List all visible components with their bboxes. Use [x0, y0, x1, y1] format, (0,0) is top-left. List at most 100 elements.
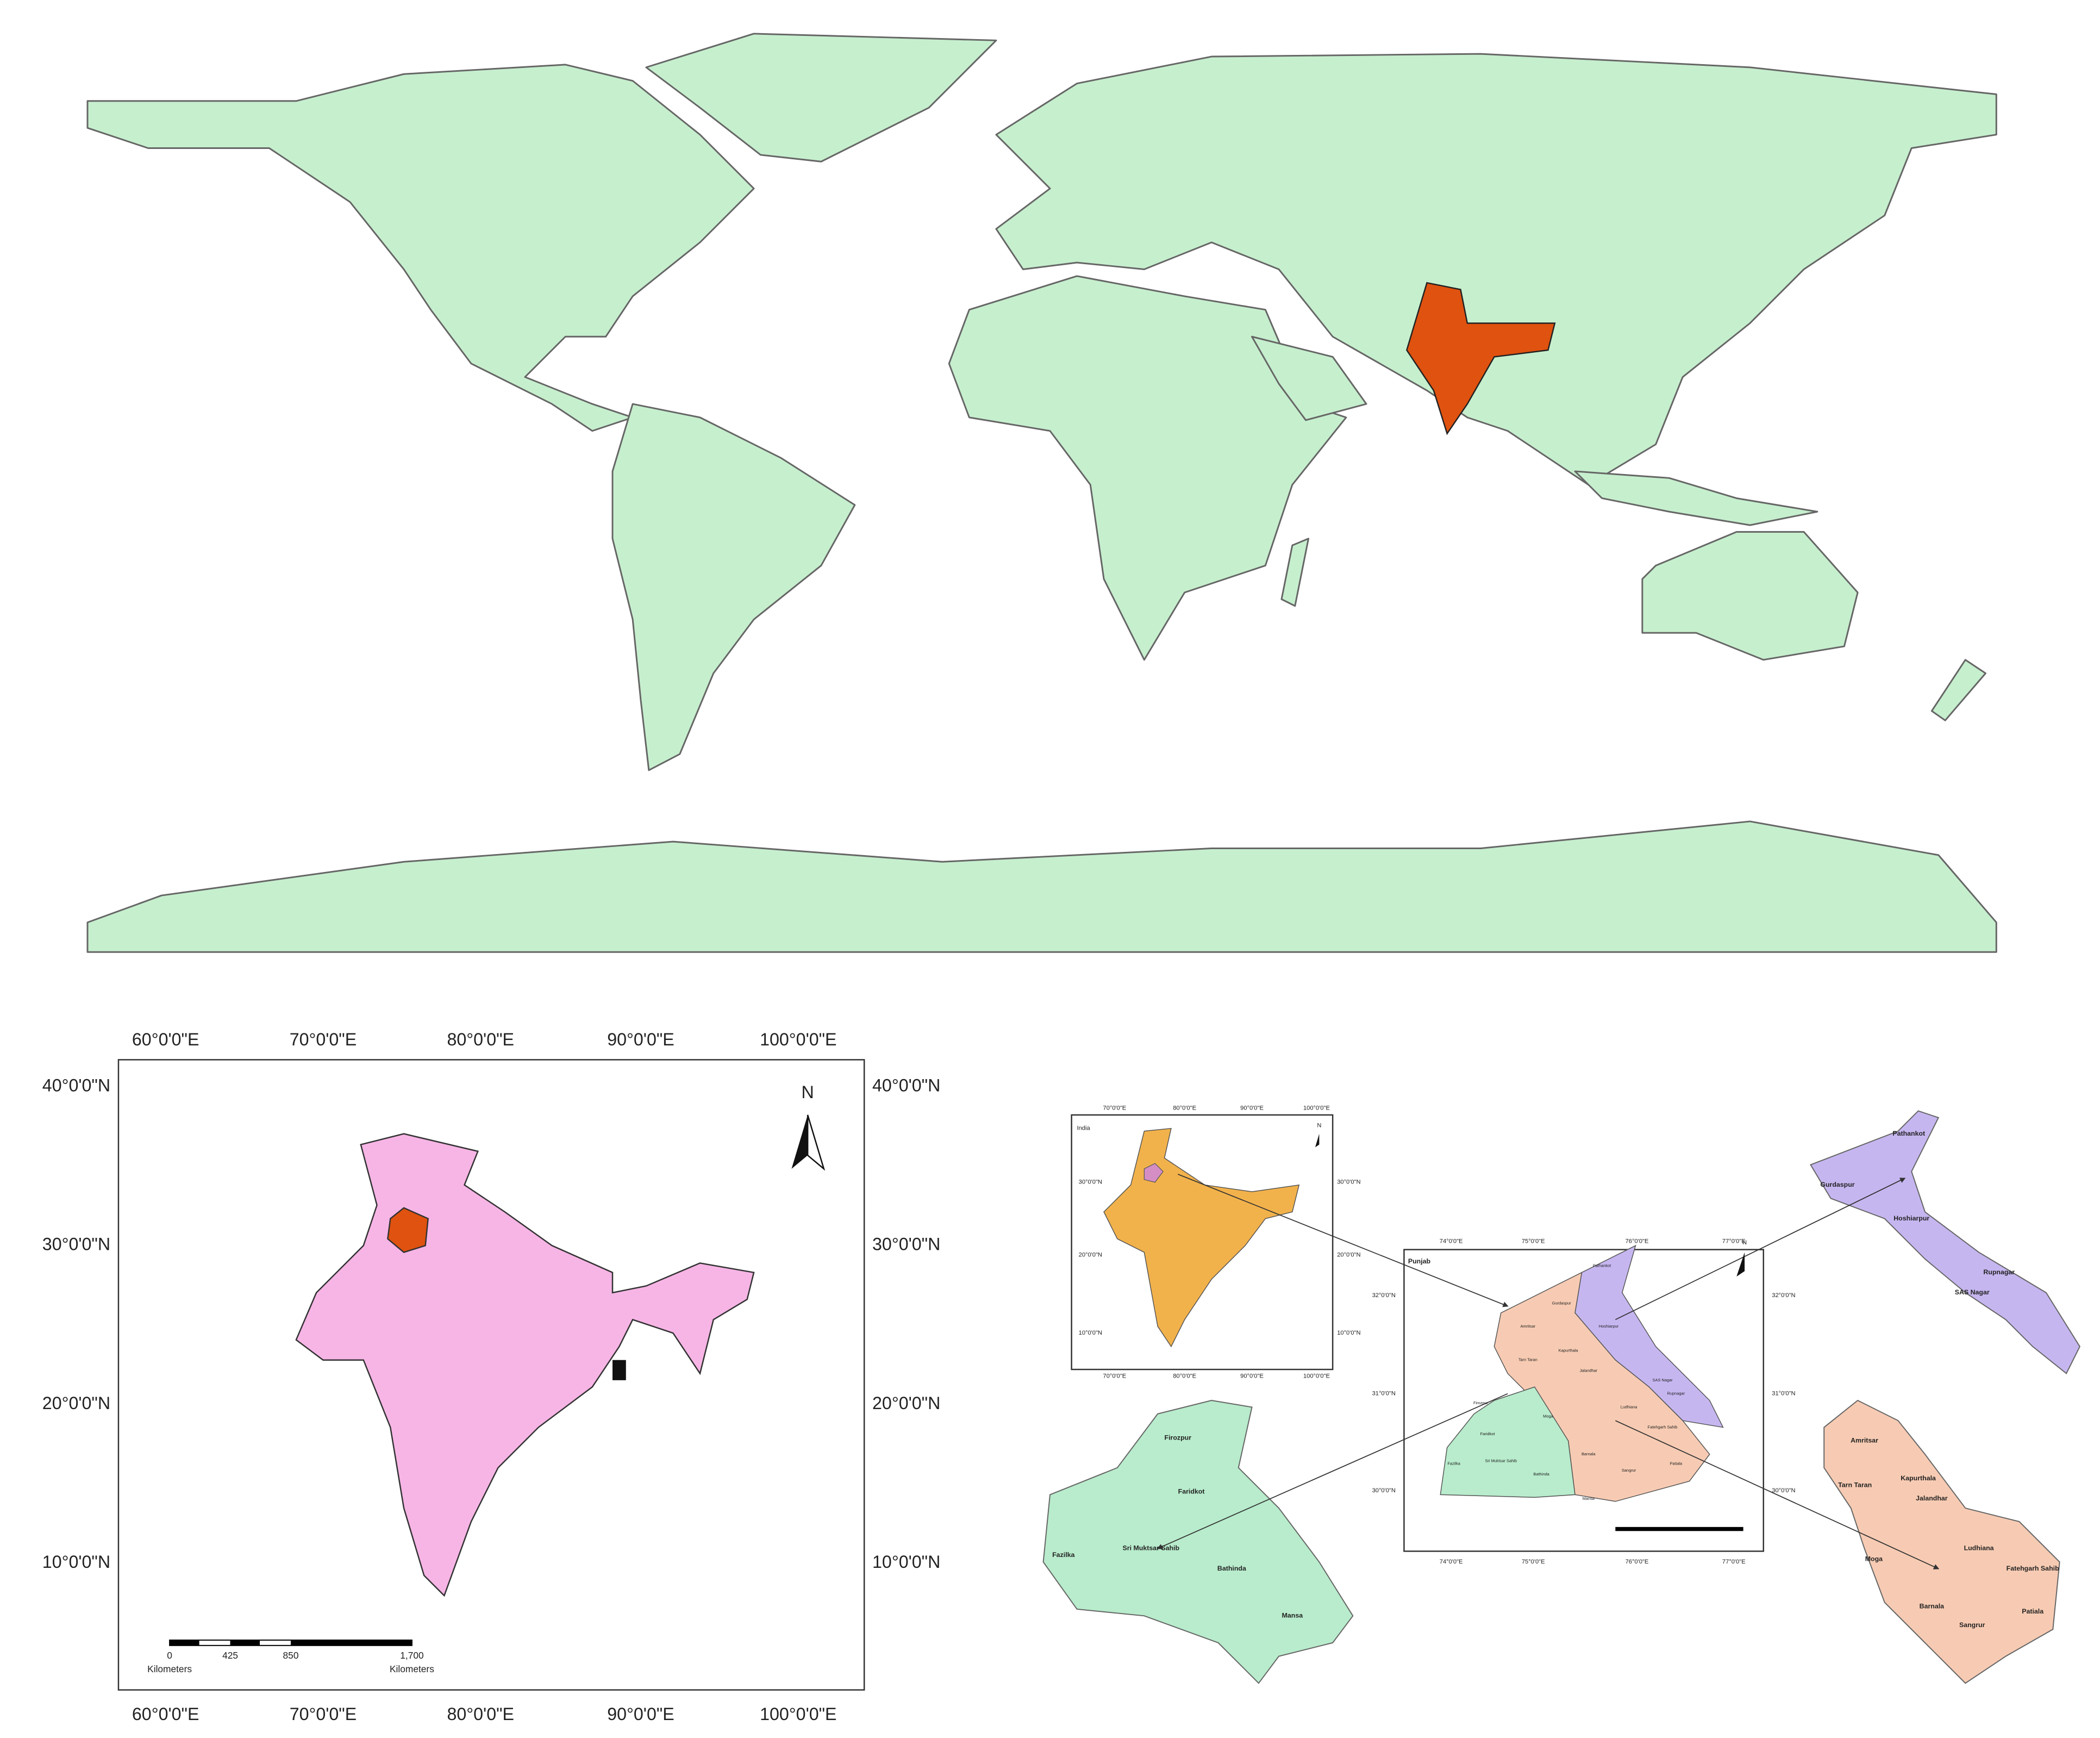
latitude-label: 31°0'0"N — [1372, 1391, 1396, 1397]
north-label: N — [1317, 1123, 1321, 1129]
district-label: Hoshiarpur — [1599, 1324, 1619, 1329]
district-label: Sri Muktsar Sahib — [1485, 1458, 1517, 1463]
longitude-label: 100°0'0"E — [760, 1030, 836, 1049]
world-map — [86, 33, 1997, 953]
longitude-label: 80°0'0"E — [1173, 1373, 1196, 1379]
north-america — [86, 64, 755, 432]
north-arrow — [791, 1114, 808, 1169]
district-label: Pathankot — [1593, 1263, 1611, 1268]
latitude-label: 30°0'0"N — [872, 1235, 940, 1254]
longitude-label: 76°0'0"E — [1626, 1238, 1649, 1245]
arrows — [1157, 1174, 1940, 1569]
district-label: Hoshiarpur — [1893, 1214, 1929, 1222]
madagascar — [1280, 538, 1310, 607]
longitude-label: 80°0'0"E — [447, 1704, 514, 1724]
south-america — [611, 403, 856, 771]
latitude-label: 20°0'0"N — [42, 1393, 110, 1413]
longitude-label: 90°0'0"E — [1240, 1105, 1264, 1111]
district-label: Fatehgarh Sahib — [1648, 1425, 1678, 1430]
map-frame — [117, 1059, 865, 1691]
district-label: Bathinda — [1533, 1472, 1549, 1477]
district-label: Patiala — [1670, 1461, 1683, 1466]
longitude-label: 100°0'0"E — [1303, 1373, 1330, 1379]
australia — [1641, 531, 1859, 661]
latitude-label: 32°0'0"N — [1772, 1292, 1795, 1299]
district-label: Mansa — [1282, 1612, 1303, 1619]
district-label: Amritsar — [1520, 1324, 1535, 1329]
latitude-label: 30°0'0"N — [1337, 1179, 1360, 1186]
district-label: Barnala — [1582, 1452, 1596, 1456]
punjab-map — [1042, 1110, 2080, 1684]
longitude-label: 74°0'0"E — [1440, 1238, 1463, 1245]
longitude-label: 70°0'0"E — [290, 1704, 357, 1724]
longitude-label: 90°0'0"E — [607, 1030, 674, 1049]
longitude-label: 80°0'0"E — [447, 1030, 514, 1049]
india-map — [117, 1059, 865, 1691]
district-label: Tarn Taran — [1518, 1357, 1538, 1362]
latitude-label: 40°0'0"N — [42, 1075, 110, 1095]
punjab-southwest — [1440, 1386, 1576, 1498]
longitude-label: 90°0'0"E — [1240, 1373, 1264, 1379]
longitude-label: 75°0'0"E — [1522, 1238, 1545, 1245]
longitude-label: 75°0'0"E — [1522, 1559, 1545, 1565]
longitude-label: 80°0'0"E — [1173, 1105, 1196, 1111]
southeast-asia-islands — [1574, 470, 1818, 526]
latitude-label: 31°0'0"N — [1772, 1391, 1795, 1397]
district-label: Firozpur — [1165, 1434, 1192, 1442]
inset-punjab — [1143, 1163, 1164, 1183]
district-label: Faridkot — [1178, 1488, 1205, 1496]
district-label: Ludhiana — [1621, 1404, 1638, 1409]
longitude-label: 70°0'0"E — [1103, 1373, 1127, 1379]
central-zoom — [1823, 1399, 2060, 1684]
scale-unit: Kilometers — [147, 1664, 192, 1674]
district-label: Sangrur — [1959, 1621, 1985, 1629]
district-label: Tarn Taran — [1838, 1481, 1872, 1488]
northeast-zoom — [1810, 1110, 2080, 1375]
north-arrow — [1315, 1133, 1320, 1148]
district-label: Firozpur — [1473, 1400, 1489, 1405]
district-label: Gurdaspur — [1820, 1181, 1854, 1188]
greenland — [645, 33, 997, 163]
district-label: Bathinda — [1217, 1565, 1246, 1572]
punjab-frame — [1403, 1249, 1765, 1552]
inset-title: India — [1077, 1125, 1091, 1132]
latitude-label: 10°0'0"N — [42, 1552, 110, 1572]
district-label: Jalandhar — [1579, 1368, 1597, 1373]
scale-label: 0 — [167, 1650, 172, 1661]
north-label: N — [802, 1082, 814, 1102]
district-label: Moga — [1865, 1555, 1883, 1563]
district-label: Ludhiana — [1964, 1544, 1994, 1552]
district-label: Rupnagar — [1983, 1268, 2015, 1276]
punjab-highlight — [387, 1207, 429, 1253]
latitude-label: 10°0'0"N — [1337, 1330, 1360, 1336]
longitude-label: 70°0'0"E — [1103, 1105, 1127, 1111]
district-label: Amritsar — [1851, 1437, 1878, 1444]
scale-label: 425 — [222, 1650, 238, 1661]
north-arrow — [807, 1114, 826, 1171]
north-label: N — [1742, 1239, 1747, 1246]
north-arrow — [1736, 1252, 1745, 1277]
punjab-central — [1493, 1272, 1710, 1502]
longitude-label: 70°0'0"E — [290, 1030, 357, 1049]
latitude-label: 40°0'0"N — [872, 1075, 940, 1095]
district-label: Pathankot — [1892, 1130, 1925, 1137]
district-label: Jalandhar — [1916, 1494, 1948, 1502]
latitude-label: 20°0'0"N — [872, 1393, 940, 1413]
scale-unit: Kilometers — [390, 1664, 434, 1674]
longitude-label: 77°0'0"E — [1722, 1559, 1746, 1565]
district-label: Kapurthala — [1901, 1474, 1936, 1482]
longitude-label: 76°0'0"E — [1626, 1559, 1649, 1565]
islands — [612, 1360, 626, 1380]
africa — [948, 275, 1347, 661]
inset-india — [1103, 1127, 1300, 1348]
district-label: Sri Muktsar Sahib — [1123, 1544, 1180, 1552]
new-zealand — [1930, 659, 1986, 721]
district-label: Fatehgarh Sahib — [2007, 1565, 2059, 1572]
district-label: Kapurthala — [1559, 1348, 1579, 1353]
scale-bar — [169, 1639, 412, 1646]
india-shape — [295, 1133, 755, 1597]
eurasia — [995, 53, 1997, 486]
longitude-label: 74°0'0"E — [1440, 1559, 1463, 1565]
